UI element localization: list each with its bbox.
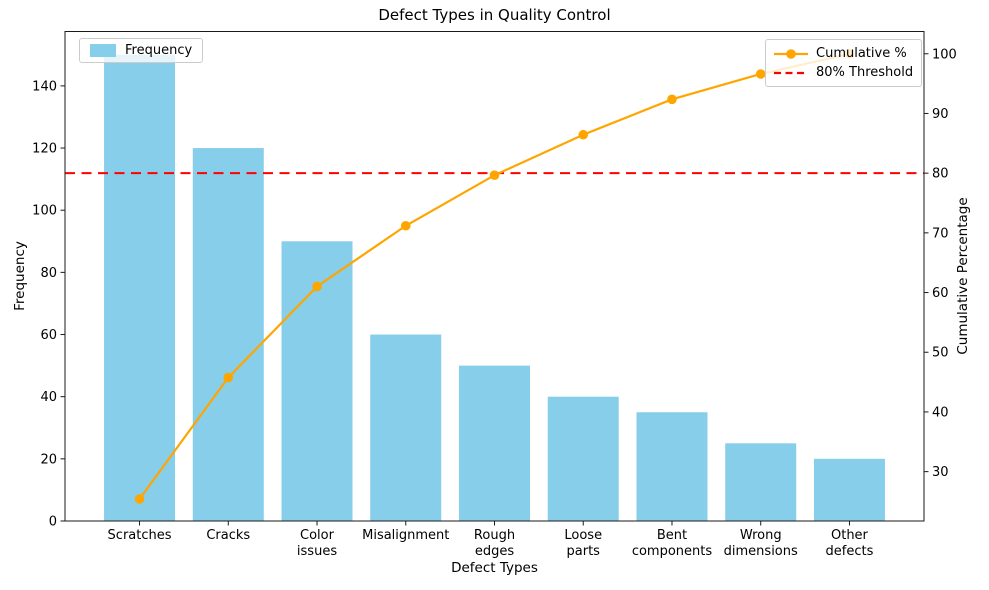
cumulative-point-loose-parts <box>578 129 589 140</box>
bar-rough-edges <box>459 365 530 521</box>
bar-cracks <box>192 148 264 522</box>
right-axis-title: Cumulative Percentage <box>955 197 971 355</box>
x-tick-label-wrong-dimensions: Wrong dimensions <box>724 528 798 559</box>
cumulative-point-scratches <box>134 494 145 504</box>
legend-threshold-label: 80% Threshold <box>816 65 914 80</box>
right-tick-label: 40 <box>932 405 949 420</box>
right-tick-label: 50 <box>932 346 949 361</box>
x-tick-label-rough-edges: Rough edges <box>474 528 515 559</box>
left-tick-label: 20 <box>40 452 57 467</box>
cumulative-point-cracks <box>223 372 234 383</box>
x-tick-label-color-issues: Color issues <box>297 528 337 559</box>
right-tick-label: 100 <box>932 47 957 62</box>
bar-misalignment <box>370 334 442 521</box>
legend-row-cumulative: Cumulative % <box>774 44 913 63</box>
sample-orange-marker <box>786 48 796 59</box>
frequency-swatch-icon <box>90 44 116 57</box>
x-tick-label-cracks: Cracks <box>206 528 250 543</box>
x-tick-label-other-defects: Other defects <box>826 528 874 559</box>
legend-cumulative-label: Cumulative % <box>816 46 907 61</box>
left-tick-label: 40 <box>40 390 57 405</box>
left-tick-label: 120 <box>32 142 57 157</box>
left-tick-label: 0 <box>49 515 57 530</box>
bar-scratches <box>104 54 176 522</box>
left-axis-title: Frequency <box>12 241 28 311</box>
x-axis-title: Defect Types <box>451 560 538 576</box>
x-tick-label-bent-components: Bent components <box>632 528 713 559</box>
x-tick-label-scratches: Scratches <box>108 528 172 543</box>
threshold-line-sample-icon <box>774 71 808 74</box>
bar-wrong-dimensions <box>725 443 797 521</box>
left-tick-label: 100 <box>32 204 57 219</box>
right-tick-label: 80 <box>932 167 949 182</box>
right-tick-label: 30 <box>932 465 949 480</box>
legend-frequency: Frequency <box>79 38 204 63</box>
cumulative-point-color-issues <box>312 281 322 292</box>
chart-title: Defect Types in Quality Control <box>378 6 611 24</box>
cumulative-point-rough-edges <box>489 170 500 180</box>
right-tick-label: 90 <box>932 107 949 122</box>
left-tick-label: 140 <box>32 79 57 94</box>
x-tick-label-loose-parts: Loose parts <box>564 528 602 559</box>
left-tick-label: 80 <box>40 266 57 281</box>
legend-row-threshold: 80% Threshold <box>774 63 913 82</box>
cumulative-point-bent-components <box>667 94 677 105</box>
cumulative-point-misalignment <box>400 220 411 231</box>
legend-cumulative: Cumulative % 80% Threshold <box>765 39 922 87</box>
left-tick-label: 60 <box>40 328 57 343</box>
bar-other-defects <box>813 458 885 521</box>
right-tick-label: 60 <box>932 286 949 301</box>
cumulative-point-wrong-dimensions <box>755 69 766 79</box>
legend-frequency-label: Frequency <box>125 43 193 58</box>
bar-bent-components <box>636 412 708 521</box>
right-tick-label: 70 <box>932 226 949 241</box>
bar-loose-parts <box>547 396 619 521</box>
x-tick-label-misalignment: Misalignment <box>362 528 449 543</box>
cumulative-line-sample-icon <box>774 48 808 59</box>
